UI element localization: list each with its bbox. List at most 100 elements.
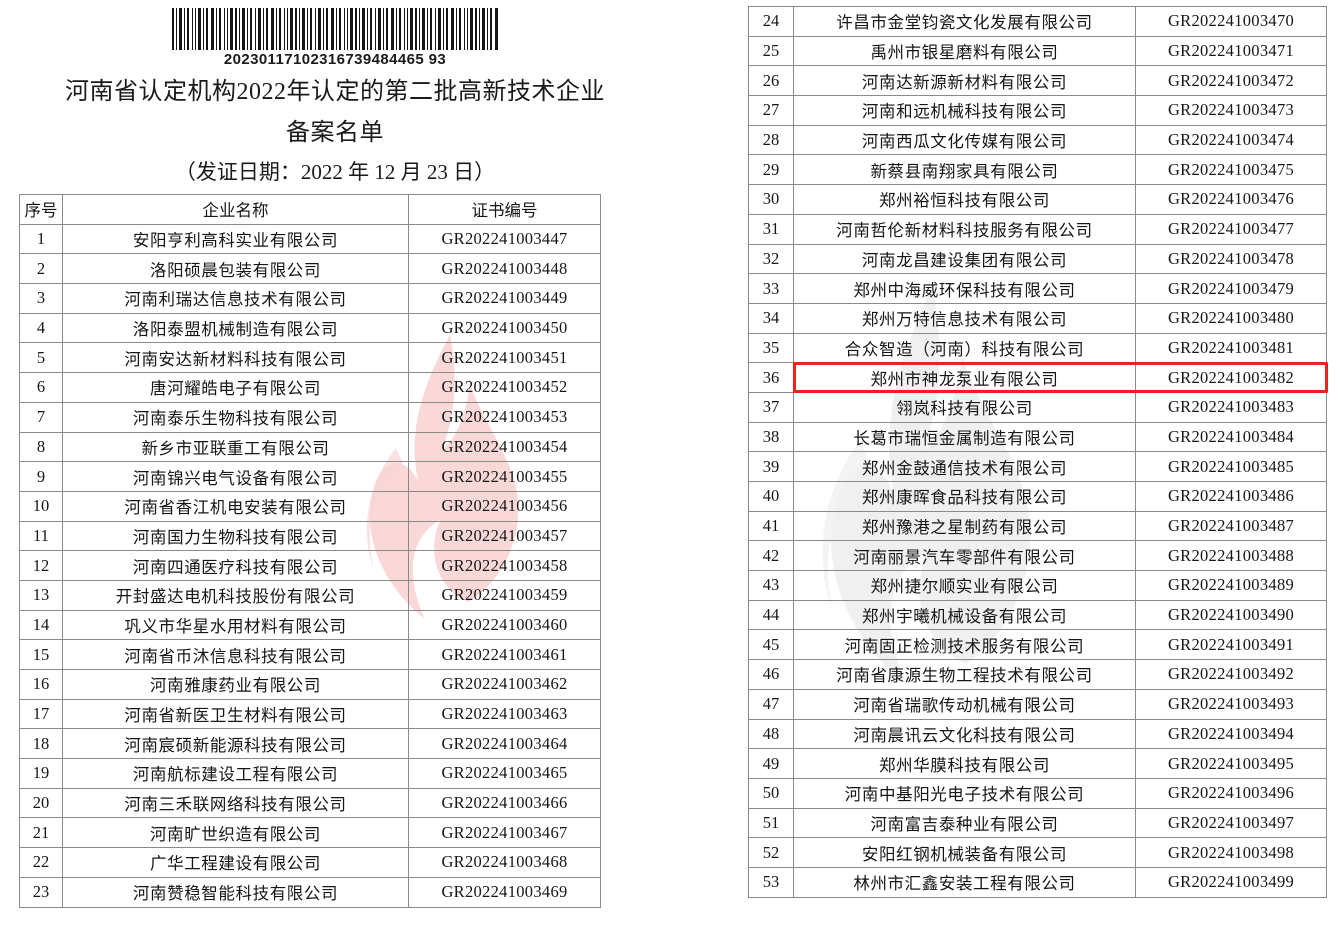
cell-certificate-number: GR202241003491 <box>1135 629 1327 661</box>
cell-enterprise-name: 安阳红钢机械装备有限公司 <box>793 837 1136 868</box>
cell-index: 13 <box>19 579 63 611</box>
table-row: 51 河南富吉泰种业有限公司 GR202241003497 <box>748 807 1327 839</box>
table-row: 48 河南晨讯云文化科技有限公司 GR202241003494 <box>748 718 1327 750</box>
cell-enterprise-name: 新蔡县南翔家具有限公司 <box>793 154 1136 186</box>
cell-certificate-number: GR202241003452 <box>408 372 601 403</box>
cell-certificate-number: GR202241003495 <box>1135 748 1327 779</box>
cell-index: 8 <box>19 431 63 463</box>
cell-enterprise-name: 唐河耀皓电子有限公司 <box>62 372 409 403</box>
cell-certificate-number: GR202241003488 <box>1135 540 1327 572</box>
page-title-line2: 备案名单 <box>286 120 384 146</box>
cell-enterprise-name: 合众智造（河南）科技有限公司 <box>793 332 1136 364</box>
table-row: 38 长葛市瑞恒金属制造有限公司 GR202241003484 <box>748 421 1327 453</box>
table-row: 19 河南航标建设工程有限公司 GR202241003465 <box>19 758 601 789</box>
enterprise-table-right: 24 许昌市金堂钧瓷文化发展有限公司 GR202241003470 25 禹州市银星磨料… <box>748 6 1327 898</box>
cell-certificate-number: GR202241003456 <box>408 490 601 522</box>
cell-enterprise-name: 河南四通医疗科技有限公司 <box>62 550 409 581</box>
barcode-number: 20230117102316739484465 93 <box>223 51 447 68</box>
cell-enterprise-name: 郑州康晖食品科技有限公司 <box>793 481 1136 512</box>
cell-certificate-number: GR202241003492 <box>1135 659 1327 690</box>
cell-index: 4 <box>19 312 63 344</box>
cell-enterprise-name: 河南晨讯云文化科技有限公司 <box>793 718 1136 750</box>
table-row: 53 林州市汇鑫安装工程有限公司 GR202241003499 <box>748 866 1327 898</box>
cell-enterprise-name: 河南固正检测技术服务有限公司 <box>793 629 1136 661</box>
cell-enterprise-name: 河南中基阳光电子技术有限公司 <box>793 777 1136 809</box>
cell-enterprise-name: 洛阳硕晨包装有限公司 <box>62 253 409 285</box>
table-row: 37 翎岚科技有限公司 GR202241003483 <box>748 391 1327 423</box>
cell-index: 41 <box>748 510 794 542</box>
cell-certificate-number: GR202241003484 <box>1135 421 1327 453</box>
cell-index: 11 <box>19 520 63 552</box>
cell-certificate-number: GR202241003467 <box>408 817 601 849</box>
cell-certificate-number: GR202241003457 <box>408 520 601 552</box>
cell-index: 15 <box>19 639 63 670</box>
cell-certificate-number: GR202241003454 <box>408 431 601 463</box>
table-row: 35 合众智造（河南）科技有限公司 GR202241003481 <box>748 332 1327 364</box>
cell-index: 38 <box>748 421 794 453</box>
table-row: 2 洛阳硕晨包装有限公司 GR202241003448 <box>19 253 601 285</box>
cell-certificate-number: GR202241003486 <box>1135 481 1327 512</box>
cell-index: 43 <box>748 570 794 601</box>
cell-enterprise-name: 郑州市神龙泵业有限公司 <box>793 362 1136 393</box>
table-row: 7 河南泰乐生物科技有限公司 GR202241003453 <box>19 401 601 433</box>
cell-certificate-number: GR202241003489 <box>1135 570 1327 601</box>
cell-enterprise-name: 郑州捷尔顺实业有限公司 <box>793 570 1136 601</box>
cell-index: 34 <box>748 302 794 334</box>
cell-certificate-number: GR202241003458 <box>408 550 601 581</box>
table-row: 20 河南三禾联网络科技有限公司 GR202241003466 <box>19 787 601 819</box>
cell-index: 35 <box>748 332 794 364</box>
cell-index: 7 <box>19 401 63 433</box>
cell-index: 32 <box>748 243 794 275</box>
cell-certificate-number: GR202241003483 <box>1135 391 1327 423</box>
table-row: 46 河南省康源生物工程技术有限公司 GR202241003492 <box>748 659 1327 690</box>
cell-certificate-number: GR202241003449 <box>408 283 601 314</box>
cell-certificate-number: GR202241003451 <box>408 342 601 374</box>
cell-index: 22 <box>19 847 63 878</box>
cell-enterprise-name: 河南丽景汽车零部件有限公司 <box>793 540 1136 572</box>
table-row: 41 郑州豫港之星制药有限公司 GR202241003487 <box>748 510 1327 542</box>
cell-enterprise-name: 河南达新源新材料有限公司 <box>793 65 1136 97</box>
table-row: 43 郑州捷尔顺实业有限公司 GR202241003489 <box>748 570 1327 601</box>
table-row: 8 新乡市亚联重工有限公司 GR202241003454 <box>19 431 601 463</box>
cell-certificate-number: GR202241003494 <box>1135 718 1327 750</box>
table-row: 1 安阳亨利高科实业有限公司 GR202241003447 <box>19 223 601 255</box>
barcode-icon <box>172 8 498 50</box>
enterprise-table-left: 序号 企业名称 证书编号 1 安阳亨利高科实业有限公司 GR202241003447… <box>19 194 601 908</box>
cell-certificate-number: GR202241003498 <box>1135 837 1327 868</box>
table-row: 30 郑州裕恒科技有限公司 GR202241003476 <box>748 184 1327 215</box>
cell-certificate-number: GR202241003477 <box>1135 213 1327 245</box>
cell-certificate-number: GR202241003496 <box>1135 777 1327 809</box>
table-header-row: 序号 企业名称 证书编号 <box>19 194 601 225</box>
table-row: 12 河南四通医疗科技有限公司 GR202241003458 <box>19 550 601 581</box>
cell-index: 53 <box>748 866 794 898</box>
cell-certificate-number: GR202241003481 <box>1135 332 1327 364</box>
cell-enterprise-name: 河南省新医卫生材料有限公司 <box>62 698 409 730</box>
table-row: 21 河南旷世织造有限公司 GR202241003467 <box>19 817 601 849</box>
table-row: 16 河南雅康药业有限公司 GR202241003462 <box>19 669 601 700</box>
cell-enterprise-name: 河南泰乐生物科技有限公司 <box>62 401 409 433</box>
table-row: 40 郑州康晖食品科技有限公司 GR202241003486 <box>748 481 1327 512</box>
cell-certificate-number: GR202241003462 <box>408 669 601 700</box>
cell-enterprise-name: 郑州豫港之星制药有限公司 <box>793 510 1136 542</box>
cell-enterprise-name: 河南航标建设工程有限公司 <box>62 758 409 789</box>
table-row: 44 郑州宇曦机械设备有限公司 GR202241003490 <box>748 599 1327 631</box>
table-row: 13 开封盛达电机科技股份有限公司 GR202241003459 <box>19 579 601 611</box>
cell-certificate-number: GR202241003471 <box>1135 35 1327 67</box>
cell-certificate-number: GR202241003461 <box>408 639 601 670</box>
cell-enterprise-name: 安阳亨利高科实业有限公司 <box>62 223 409 255</box>
table-row: 24 许昌市金堂钧瓷文化发展有限公司 GR202241003470 <box>748 6 1327 37</box>
table-row: 5 河南安达新材料科技有限公司 GR202241003451 <box>19 342 601 374</box>
cell-certificate-number: GR202241003448 <box>408 253 601 285</box>
cell-certificate-number: GR202241003473 <box>1135 95 1327 126</box>
cell-index: 5 <box>19 342 63 374</box>
cell-enterprise-name: 开封盛达电机科技股份有限公司 <box>62 579 409 611</box>
cell-certificate-number: GR202241003463 <box>408 698 601 730</box>
cell-index: 44 <box>748 599 794 631</box>
cell-enterprise-name: 河南利瑞达信息技术有限公司 <box>62 283 409 314</box>
cell-certificate-number: GR202241003447 <box>408 223 601 255</box>
table-row: 3 河南利瑞达信息技术有限公司 GR202241003449 <box>19 283 601 314</box>
cell-enterprise-name: 河南富吉泰种业有限公司 <box>793 807 1136 839</box>
cell-index: 46 <box>748 659 794 690</box>
cell-index: 48 <box>748 718 794 750</box>
table-row: 49 郑州华膜科技有限公司 GR202241003495 <box>748 748 1327 779</box>
